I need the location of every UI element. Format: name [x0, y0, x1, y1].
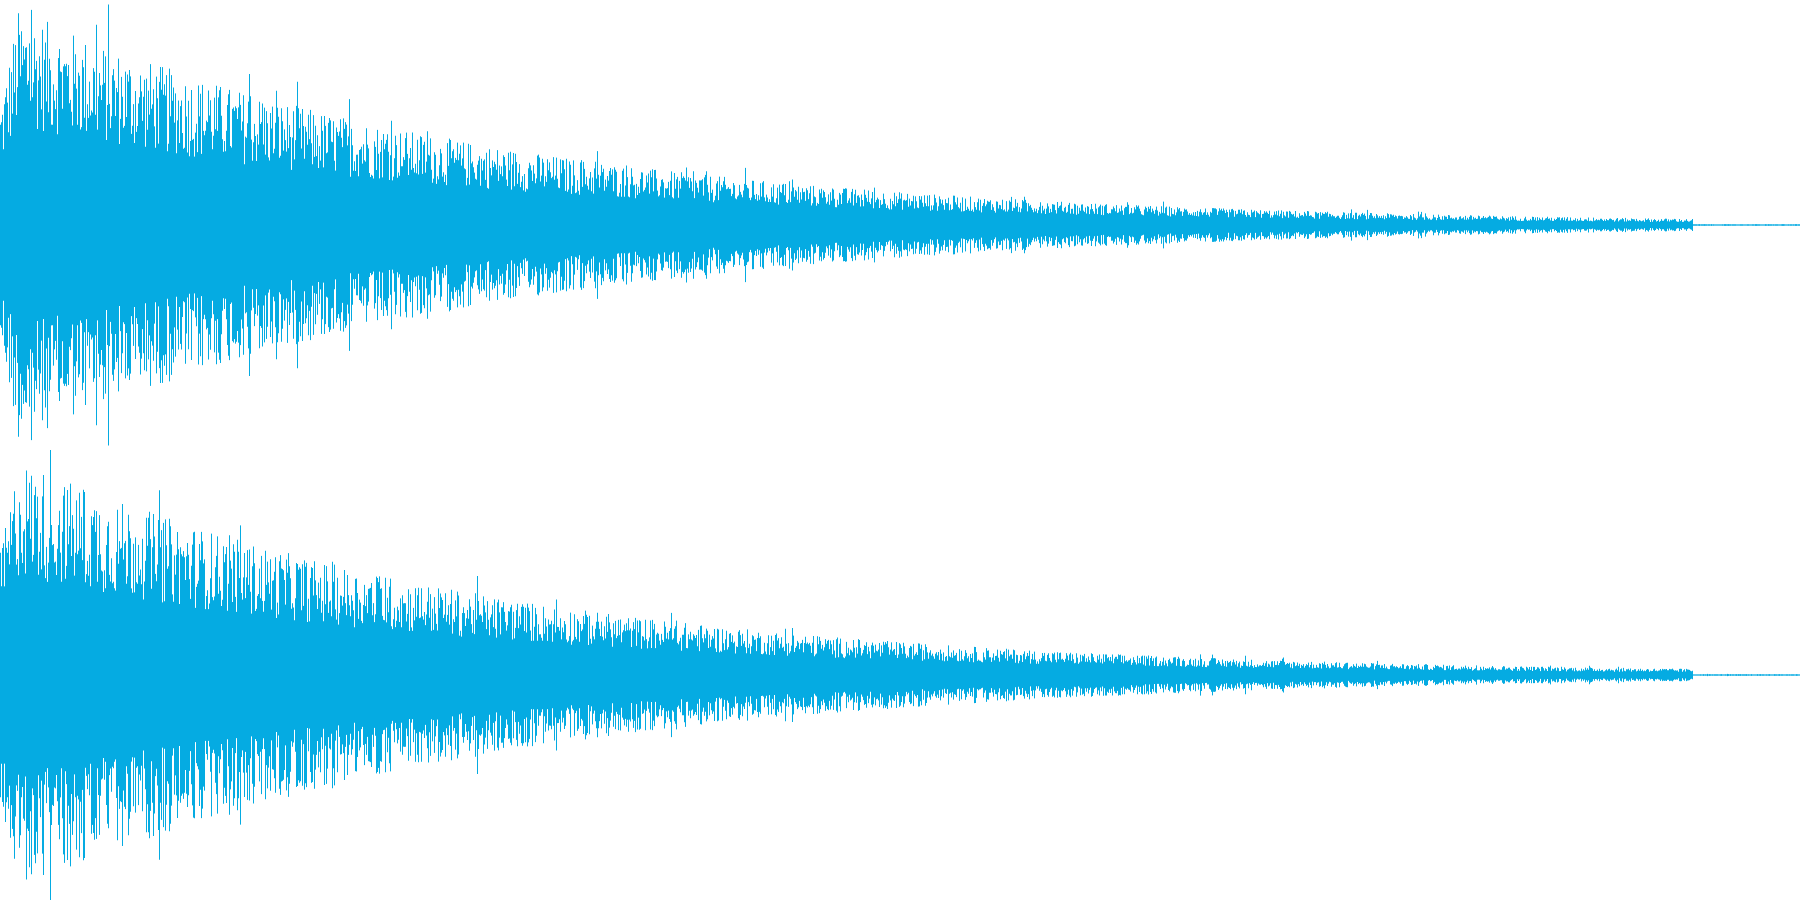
channel-1-waveform	[0, 4, 1800, 446]
channel-2-waveform	[0, 450, 1800, 900]
